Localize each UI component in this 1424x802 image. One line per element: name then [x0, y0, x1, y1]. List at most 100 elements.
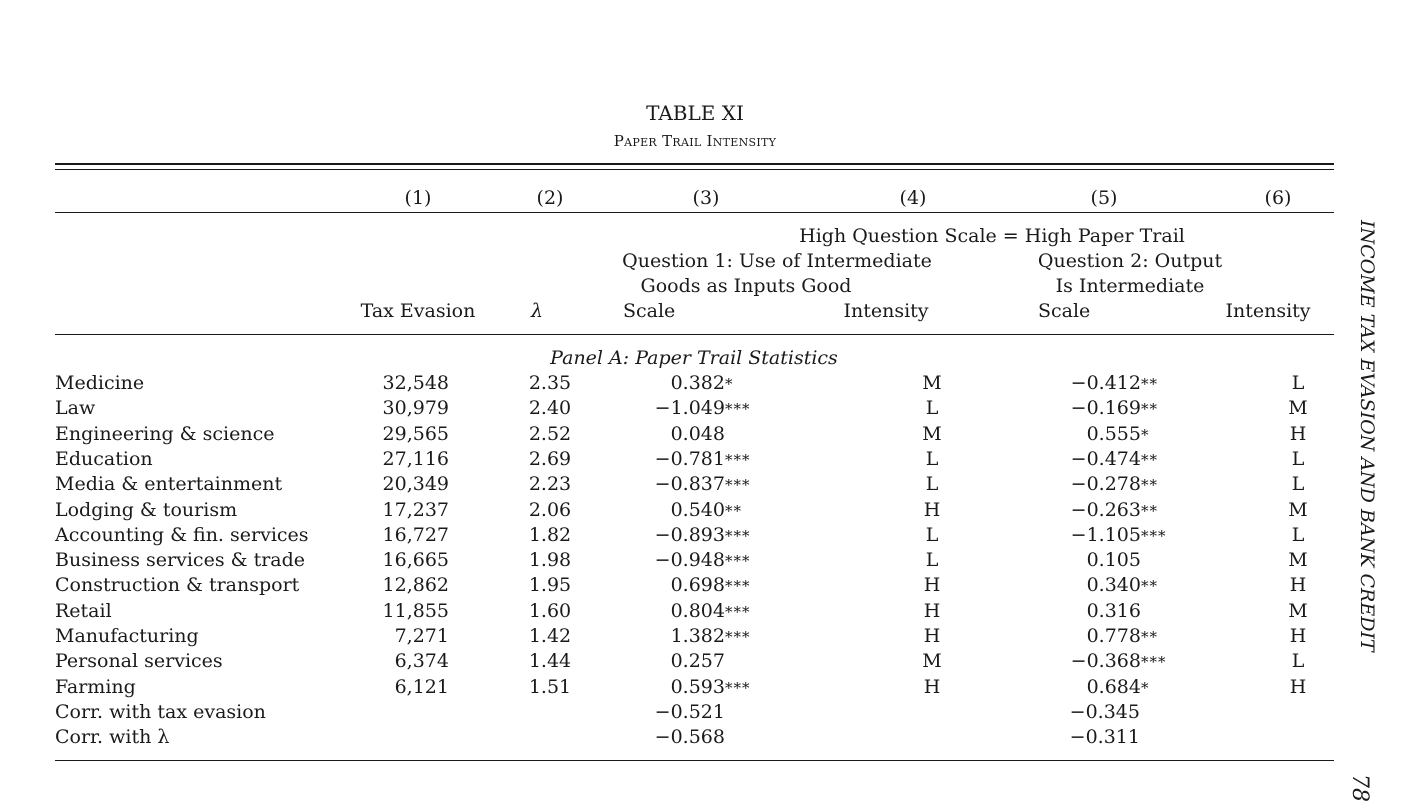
- q1-scale-cell-value: −1.049: [654, 397, 725, 419]
- q1-scale-cell-significance: ***: [725, 451, 751, 469]
- q2-scale-cell-value: 0.555: [1086, 423, 1141, 445]
- column-label: Scale: [623, 300, 676, 322]
- tax-evasion-cell: 29,565: [382, 423, 449, 445]
- lambda-cell: 1.44: [528, 650, 572, 672]
- q2-scale-cell: −0.474**: [1071, 450, 1175, 469]
- q1-scale-cell-value: −0.837: [654, 473, 725, 495]
- lambda-cell: 1.98: [528, 549, 572, 571]
- q2-intensity-cell: M: [1288, 549, 1308, 571]
- row-label: Construction & transport: [55, 574, 300, 596]
- q1-scale-cell-value: 1.382: [670, 625, 725, 647]
- q2-scale-cell: 0.316: [1087, 602, 1175, 621]
- row-label: Business services & trade: [55, 549, 306, 571]
- q1-scale-cell: 0.540**: [671, 501, 759, 520]
- q2-intensity-cell: M: [1288, 499, 1308, 521]
- lambda-cell: 2.69: [528, 448, 572, 470]
- row-label: Retail: [55, 600, 112, 622]
- q1-scale-cell: −0.781***: [655, 450, 759, 469]
- row-label: Medicine: [55, 372, 145, 394]
- q2-scale-cell: 0.105: [1087, 551, 1175, 570]
- tax-evasion-cell: 12,862: [382, 574, 449, 596]
- q2-scale-cell: −1.105***: [1071, 526, 1175, 545]
- row-label: Manufacturing: [55, 625, 199, 647]
- row-label: Corr. with tax evasion: [55, 701, 266, 723]
- q2-intensity-cell: L: [1291, 473, 1305, 495]
- tax-evasion-cell: 6,374: [394, 650, 449, 672]
- column-number: (3): [692, 187, 720, 209]
- column-label: Intensity: [1225, 300, 1311, 322]
- column-number: (4): [899, 187, 927, 209]
- q1-scale-cell-significance: **: [725, 502, 742, 520]
- q2-intensity-cell: M: [1288, 600, 1308, 622]
- table-number: TABLE XI: [646, 101, 744, 125]
- top-rule-double: [55, 169, 1334, 170]
- row-label: Personal services: [55, 650, 223, 672]
- q2-scale-cell: 0.778**: [1087, 627, 1175, 646]
- q1-scale-cell: 0.593***: [671, 678, 759, 697]
- q1-intensity-cell: L: [925, 448, 939, 470]
- panel-label: Panel A: Paper Trail Statistics: [550, 347, 838, 369]
- q2-scale-cell-significance: **: [1141, 577, 1158, 595]
- q1-scale-cell-significance: ***: [725, 400, 751, 418]
- spanner-heading: High Question Scale = High Paper Trail: [799, 225, 1185, 247]
- q1-intensity-cell: L: [925, 549, 939, 571]
- column-label: Scale: [1038, 300, 1091, 322]
- lambda-cell: 2.23: [528, 473, 572, 495]
- q2-scale-cell-significance: *: [1141, 679, 1150, 697]
- q1-scale-cell-value: 0.593: [670, 676, 725, 698]
- q2-intensity-cell: M: [1288, 397, 1308, 419]
- q1-intensity-cell: L: [925, 397, 939, 419]
- lambda-cell: 2.40: [528, 397, 572, 419]
- q1-scale-cell-value: 0.698: [670, 574, 725, 596]
- q1-intensity-cell: H: [923, 574, 941, 596]
- q1-scale-cell: 0.698***: [671, 576, 759, 595]
- lambda-cell: 2.35: [528, 372, 572, 394]
- q2-correlation-cell: −0.311: [1069, 726, 1140, 748]
- q2-scale-cell-value: 0.105: [1086, 549, 1141, 571]
- row-label: Education: [55, 448, 153, 470]
- lambda-cell: 2.52: [528, 423, 572, 445]
- q2-scale-cell: 0.555*: [1087, 425, 1175, 444]
- column-label: Intensity: [843, 300, 929, 322]
- running-head: INCOME TAX EVASION AND BANK CREDIT: [1356, 220, 1378, 652]
- q1-scale-cell: 0.382*: [671, 374, 759, 393]
- q1-scale-cell: −0.893***: [655, 526, 759, 545]
- q1-scale-cell-value: 0.804: [670, 600, 725, 622]
- tax-evasion-cell: 32,548: [382, 372, 449, 394]
- q2-intensity-cell: H: [1289, 625, 1307, 647]
- q2-intensity-cell: L: [1291, 448, 1305, 470]
- q1-scale-cell-significance: *: [725, 375, 734, 393]
- q1-scale-cell-value: 0.048: [670, 423, 725, 445]
- q2-intensity-cell: H: [1289, 423, 1307, 445]
- row-label: Lodging & tourism: [55, 499, 238, 521]
- header-rule: [55, 334, 1334, 335]
- row-label: Farming: [55, 676, 136, 698]
- lambda-cell: 2.06: [528, 499, 572, 521]
- q1-scale-cell-significance: ***: [725, 552, 751, 570]
- q1-scale-cell: −0.837***: [655, 475, 759, 494]
- tax-evasion-cell: 7,271: [394, 625, 449, 647]
- column-label: λ: [531, 300, 544, 322]
- tax-evasion-cell: 6,121: [394, 676, 449, 698]
- tax-evasion-cell: 27,116: [382, 448, 449, 470]
- q2-scale-cell: −0.278**: [1071, 475, 1175, 494]
- q1-scale-cell-significance: ***: [725, 679, 751, 697]
- column-number: (6): [1264, 187, 1292, 209]
- question-1-heading-line2: Goods as Inputs Good: [640, 275, 852, 297]
- q1-intensity-cell: M: [922, 372, 942, 394]
- q1-intensity-cell: L: [925, 473, 939, 495]
- q1-scale-cell-significance: ***: [725, 628, 751, 646]
- q2-scale-cell-significance: ***: [1141, 653, 1167, 671]
- q1-scale-cell: 0.804***: [671, 602, 759, 621]
- q1-intensity-cell: H: [923, 676, 941, 698]
- row-label: Media & entertainment: [55, 473, 283, 495]
- q1-scale-cell-value: −0.948: [654, 549, 725, 571]
- q2-intensity-cell: L: [1291, 524, 1305, 546]
- q1-scale-cell-value: 0.540: [670, 499, 725, 521]
- q2-scale-cell-significance: **: [1141, 400, 1158, 418]
- row-label: Engineering & science: [55, 423, 275, 445]
- q2-scale-cell: −0.263**: [1071, 501, 1175, 520]
- row-label: Corr. with λ: [55, 726, 170, 748]
- q2-scale-cell: −0.368***: [1071, 652, 1175, 671]
